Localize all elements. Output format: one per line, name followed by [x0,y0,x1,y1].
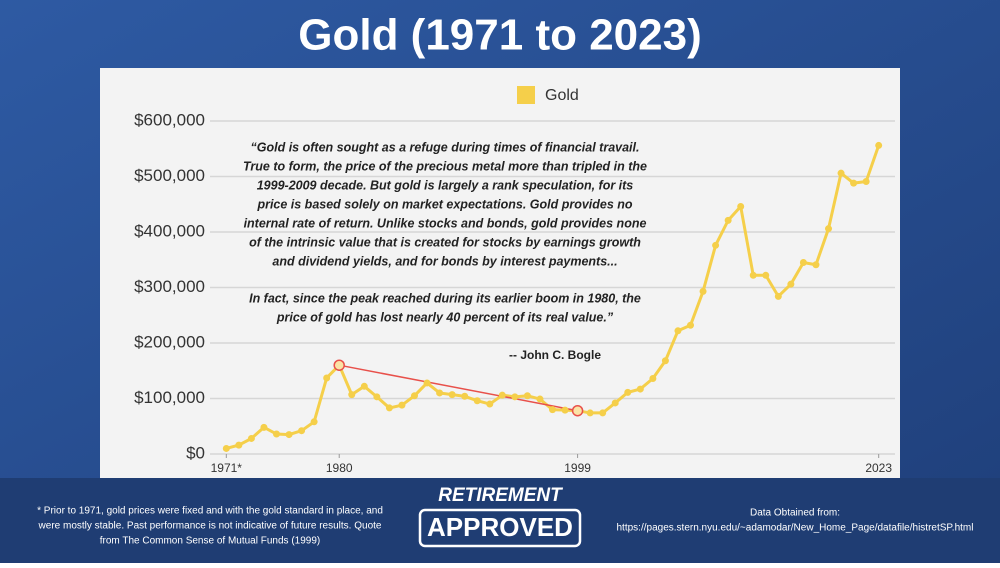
y-tick-label: $600,000 [134,110,205,129]
footnote: were mostly stable. Past performance is … [38,521,382,532]
data-point [373,393,381,401]
data-point [749,271,757,279]
quote-line: price is based solely on market expectat… [256,197,632,211]
quote-line: True to form, the price of the precious … [243,159,647,173]
y-tick-label: $500,000 [134,166,205,185]
data-point [699,287,707,295]
data-point [360,382,368,390]
data-point [586,409,594,417]
footnote: from The Common Sense of Mutual Funds (1… [100,536,320,547]
quote-line: price of gold has lost nearly 40 percent… [276,310,614,324]
data-point [687,321,695,329]
data-point [511,393,519,401]
data-point [724,216,732,224]
quote-line: internal rate of return. Unlike stocks a… [244,216,647,230]
data-point [812,261,820,269]
data-point [473,397,481,405]
data-point [661,357,669,365]
data-point [837,169,845,177]
data-point [571,404,584,417]
data-source: Data Obtained from: [750,508,840,519]
data-point [636,385,644,393]
data-point [875,141,883,149]
logo-bottom: APPROVED [427,512,573,542]
data-point [498,391,506,399]
data-point [825,225,833,233]
y-tick-label: $300,000 [134,277,205,296]
y-tick-label: $400,000 [134,221,205,240]
data-point [787,280,795,288]
data-point [448,391,456,399]
y-tick-label: $200,000 [134,332,205,351]
chart-panel [100,68,900,478]
highlight-line [339,364,578,412]
footer: * Prior to 1971, gold prices were fixed … [37,485,974,548]
quote-line: “Gold is often sought as a refuge during… [251,140,640,154]
data-point [523,392,531,400]
quote-line: In fact, since the peak reached during i… [249,291,641,305]
x-tick-label: 1980 [326,461,353,475]
data-point [333,359,345,371]
x-tick-label: 2023 [865,461,892,475]
data-point [762,271,770,279]
footer-band [0,478,1000,563]
data-point [536,395,544,403]
data-point [235,441,243,449]
legend-swatch [517,86,535,104]
data-point [737,202,745,210]
data-point [260,423,268,431]
x-tick-label: 1999 [564,461,591,475]
data-point [410,392,418,400]
legend-label: Gold [545,87,579,104]
y-tick-label: $100,000 [134,388,205,407]
plot: $0 $100,000 $200,000 $300,000 $400,000 $500,0… [134,110,895,475]
title: Gold (1971 to 2023) [298,11,701,60]
data-point [674,327,682,335]
data-point [712,241,720,249]
data-point [611,399,619,407]
data-point [774,292,782,300]
data-point [247,434,255,442]
data-source: https://pages.stern.nyu.edu/~adamodar/Ne… [617,523,974,534]
data-point [850,179,858,187]
footnote: * Prior to 1971, gold prices were fixed … [37,506,383,517]
data-point [310,418,318,426]
attribution: -- John C. Bogle [509,348,601,362]
data-point [862,177,870,185]
data-point [561,406,569,414]
data-point [398,401,406,409]
data-point [624,388,632,396]
data-point [323,374,331,382]
quote: “Gold is often sought as a refuge during… [243,140,647,324]
data-point [385,404,393,412]
data-point [461,392,469,400]
y-tick-label: $0 [186,443,205,462]
data-point [436,389,444,397]
data-point [599,409,607,417]
data-point [348,391,356,399]
data-point [285,431,293,439]
data-point [423,379,431,387]
quote-line: and dividend yields, and for bonds by in… [272,254,617,268]
data-point [486,400,494,408]
data-point [799,259,807,267]
data-point [649,375,657,383]
x-tick-label: 1971* [211,461,243,475]
data-point [298,427,306,435]
quote-line: 1999-2009 decade. But gold is largely a … [257,178,634,192]
data-point [272,430,280,438]
data-point [222,444,230,452]
quote-line: of the intrinsic value that is created f… [249,235,641,249]
logo-top: RETIREMENT [438,485,563,506]
logo-box [418,508,582,548]
data-point [549,406,556,414]
